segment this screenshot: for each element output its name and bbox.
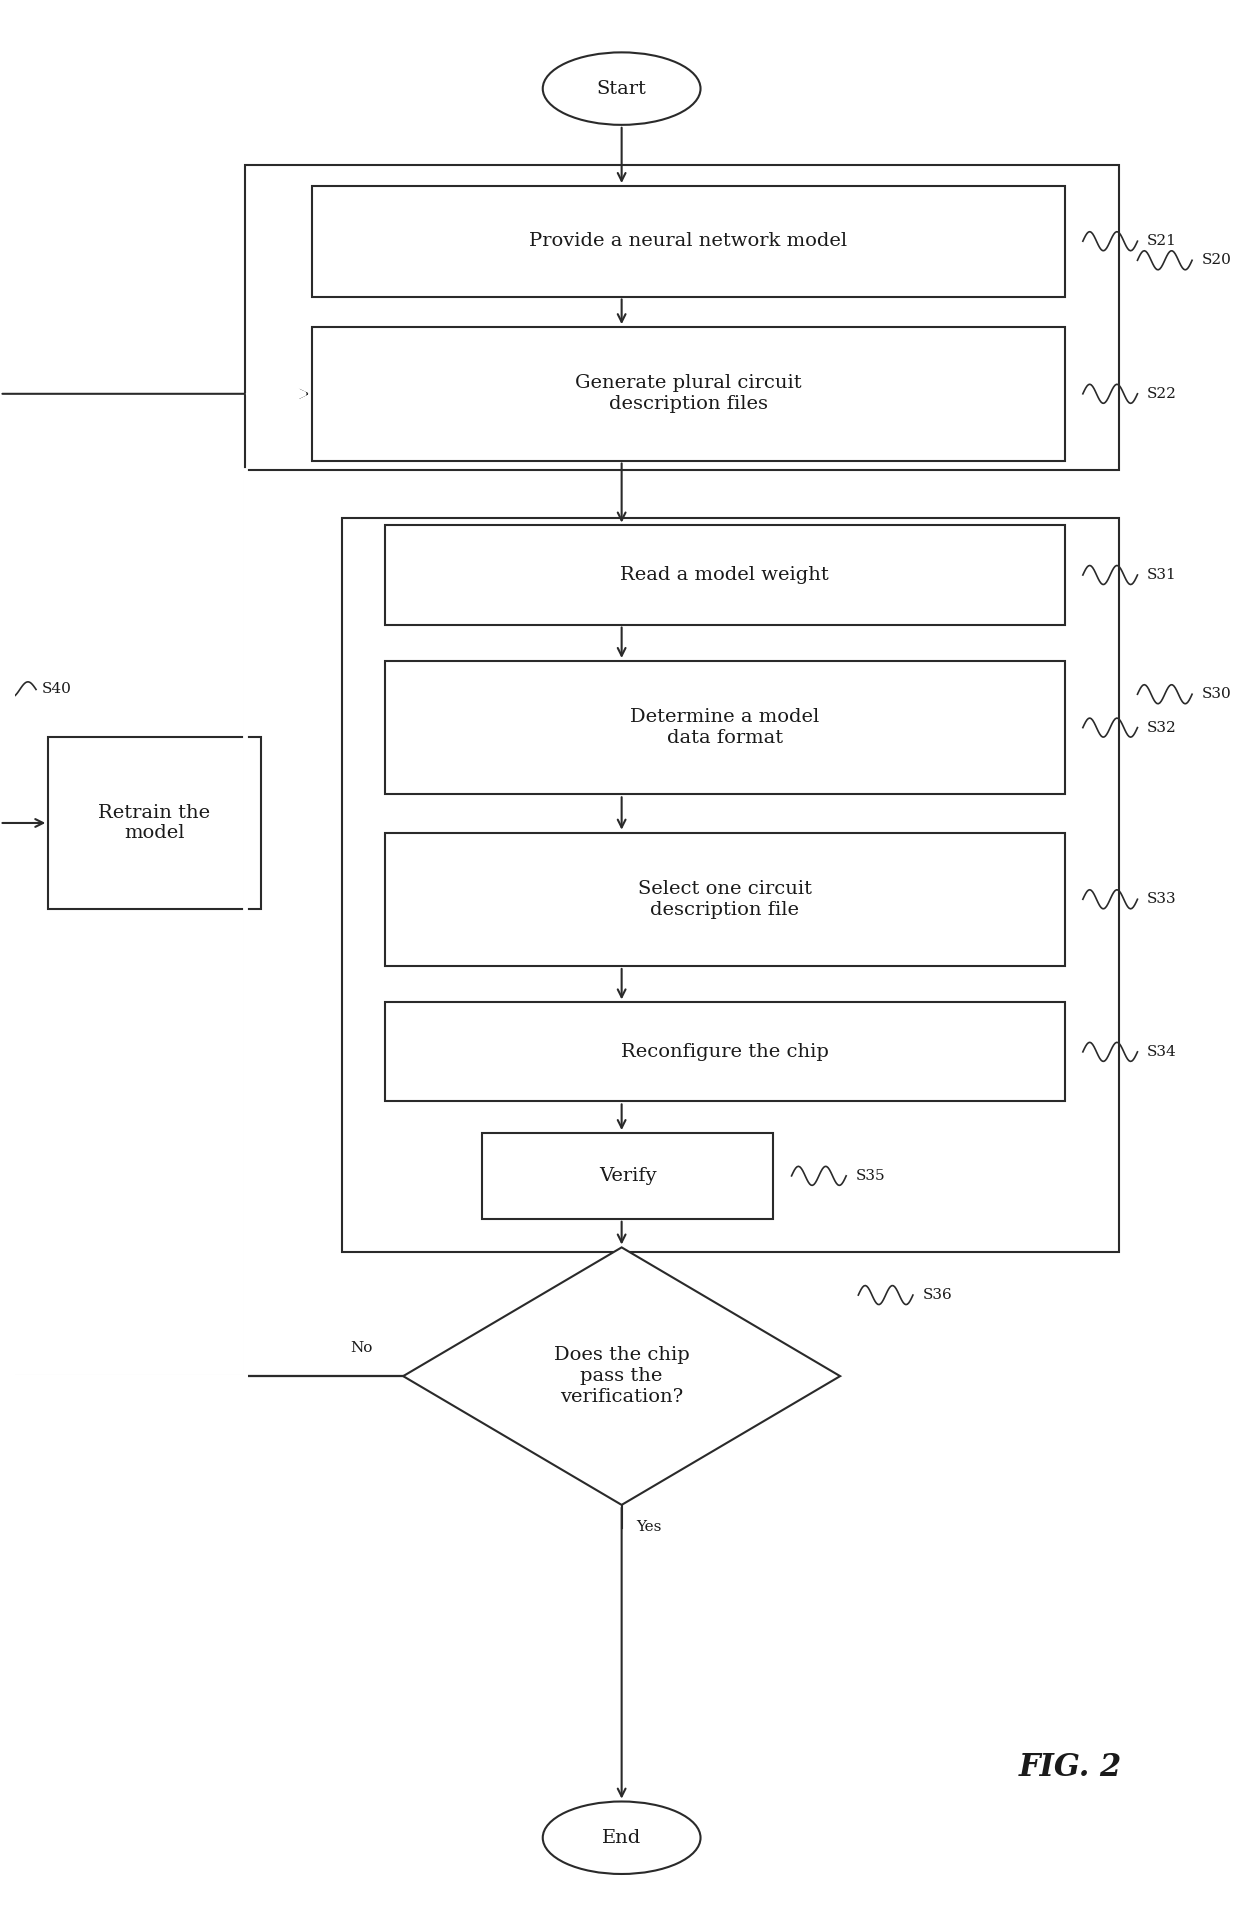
Bar [384, 526, 1065, 626]
Text: End: End [601, 1829, 641, 1846]
Polygon shape [403, 1247, 841, 1506]
Text: S21: S21 [1147, 233, 1177, 249]
Bar [246, 165, 1120, 471]
Text: S30: S30 [1202, 687, 1231, 702]
Bar [312, 327, 1065, 461]
Text: Select one circuit
description file: Select one circuit description file [637, 880, 812, 918]
Text: S34: S34 [1147, 1044, 1177, 1060]
Text: Generate plural circuit
description files: Generate plural circuit description file… [575, 375, 802, 413]
Text: No: No [351, 1341, 373, 1354]
Text: Retrain the
model: Retrain the model [98, 803, 211, 842]
Text: S40: S40 [42, 683, 72, 696]
Text: S33: S33 [1147, 891, 1177, 907]
Text: FIG. 2: FIG. 2 [1019, 1752, 1122, 1783]
Text: Yes: Yes [636, 1521, 662, 1534]
Text: Verify: Verify [599, 1167, 656, 1184]
Text: S32: S32 [1147, 721, 1177, 735]
Bar [482, 1132, 774, 1219]
Text: Does the chip
pass the
verification?: Does the chip pass the verification? [554, 1347, 689, 1406]
Text: S20: S20 [1202, 253, 1231, 268]
Text: Start: Start [596, 80, 646, 98]
Text: Read a model weight: Read a model weight [620, 566, 830, 583]
Text: Provide a neural network model: Provide a neural network model [529, 231, 847, 251]
Bar [48, 737, 260, 909]
Text: S36: S36 [923, 1287, 952, 1303]
Bar [384, 832, 1065, 966]
Bar [384, 1002, 1065, 1102]
Text: Determine a model
data format: Determine a model data format [630, 708, 820, 746]
Text: S35: S35 [856, 1169, 885, 1182]
Bar [342, 518, 1120, 1253]
Bar [384, 660, 1065, 794]
Bar [312, 186, 1065, 297]
Text: S31: S31 [1147, 568, 1177, 582]
Text: Reconfigure the chip: Reconfigure the chip [621, 1043, 828, 1062]
Text: S22: S22 [1147, 386, 1177, 402]
